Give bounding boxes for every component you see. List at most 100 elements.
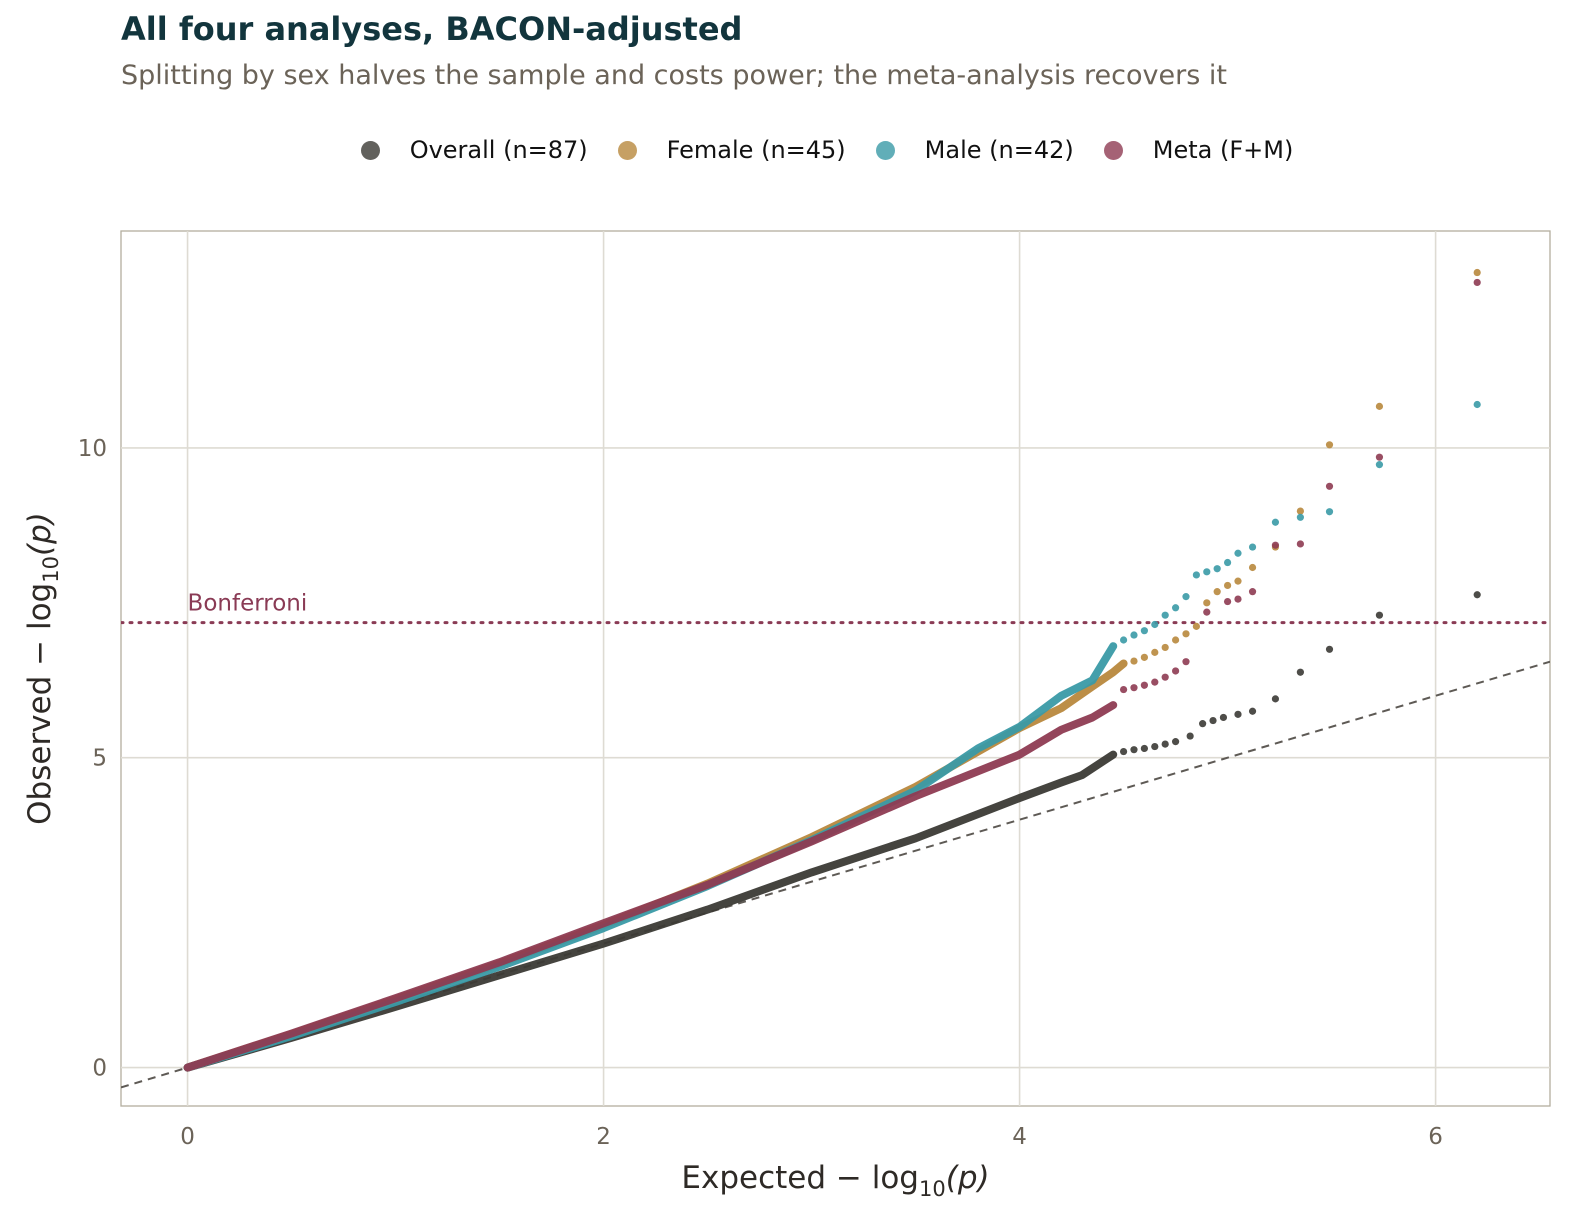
y-axis-title-arg: (p) xyxy=(22,512,58,556)
data-point xyxy=(1119,636,1128,644)
y-axis-title-subscript: 10 xyxy=(39,556,63,583)
axis-ticks: 0 2 4 6 0 5 10 xyxy=(78,436,1443,1150)
data-point xyxy=(1473,278,1481,287)
data-point xyxy=(1375,461,1384,469)
x-axis-title-main: Expected − log xyxy=(681,1160,919,1196)
data-point xyxy=(1223,558,1232,567)
legend-swatch-male xyxy=(875,140,895,160)
data-point xyxy=(1203,608,1211,616)
data-point xyxy=(1140,744,1148,753)
data-point xyxy=(1325,441,1334,449)
identity-reference-line xyxy=(121,660,1550,1089)
bonferroni-label: Bonferroni xyxy=(188,591,308,617)
data-point xyxy=(1271,518,1280,526)
data-point xyxy=(1234,577,1242,585)
data-point xyxy=(1192,622,1200,630)
x-tick-label: 4 xyxy=(1012,1124,1027,1150)
y-axis-title-main: Observed − log xyxy=(22,583,58,825)
legend-item-meta: Meta (F+M) xyxy=(1103,136,1294,164)
data-point xyxy=(1234,549,1242,557)
x-axis-title-subscript: 10 xyxy=(919,1177,946,1201)
data-point xyxy=(1325,508,1334,516)
legend-label-female: Female (n=45) xyxy=(666,136,846,164)
data-point xyxy=(1296,513,1304,521)
data-point xyxy=(1182,593,1190,601)
data-point xyxy=(1140,681,1148,689)
data-point xyxy=(1473,268,1481,277)
data-point xyxy=(1223,597,1232,606)
data-point xyxy=(1140,653,1148,661)
data-point xyxy=(1151,742,1159,751)
legend-item-male: Male (n=42) xyxy=(875,136,1074,164)
data-point xyxy=(1213,588,1221,596)
legend-label-male: Male (n=42) xyxy=(924,136,1074,164)
data-point xyxy=(1296,507,1304,515)
chart-subtitle: Splitting by sex halves the sample and c… xyxy=(121,60,1227,91)
data-point xyxy=(1375,453,1384,461)
legend-swatch-meta xyxy=(1103,140,1123,160)
chart-title: All four analyses, BACON-adjusted xyxy=(121,10,743,48)
data-point xyxy=(1271,695,1280,703)
grid-lines xyxy=(121,231,1550,1106)
data-point xyxy=(1130,746,1138,754)
data-point xyxy=(1171,604,1180,612)
data-point xyxy=(1171,636,1180,644)
data-point xyxy=(1248,543,1257,551)
data-point xyxy=(1234,710,1242,718)
x-tick-label: 6 xyxy=(1428,1124,1443,1150)
legend-swatch-overall xyxy=(360,140,380,160)
data-point xyxy=(1182,630,1190,638)
data-point xyxy=(1213,565,1221,573)
x-tick-label: 0 xyxy=(180,1124,195,1150)
series-0 xyxy=(183,591,1481,1072)
legend-item-female: Female (n=45) xyxy=(617,136,846,164)
data-point xyxy=(1130,631,1138,639)
data-point xyxy=(1182,658,1190,666)
data-point xyxy=(1151,648,1159,656)
series-curve xyxy=(183,750,1118,1072)
data-point xyxy=(1248,588,1257,596)
data-point xyxy=(1171,667,1180,675)
data-point xyxy=(1219,713,1228,722)
data-point xyxy=(1186,732,1194,740)
data-point xyxy=(1325,645,1334,653)
data-point xyxy=(1234,595,1242,603)
data-point xyxy=(1203,599,1211,607)
x-axis-title-arg: (p) xyxy=(946,1160,990,1196)
data-point xyxy=(1296,540,1304,548)
y-tick-label: 10 xyxy=(78,436,107,462)
data-point xyxy=(1161,673,1169,681)
data-point xyxy=(1119,747,1128,756)
legend-swatch-female xyxy=(617,140,637,160)
legend: Overall (n=87) Female (n=45) Male (n=42)… xyxy=(0,136,1584,164)
data-point xyxy=(1130,684,1138,692)
series-3 xyxy=(183,278,1481,1072)
data-point xyxy=(1171,738,1180,746)
data-point xyxy=(1375,611,1384,619)
data-point xyxy=(1473,400,1481,409)
data-point xyxy=(1199,720,1207,728)
data-point xyxy=(1119,685,1128,694)
legend-label-meta: Meta (F+M) xyxy=(1152,136,1294,164)
x-axis-title: Expected − log10(p) xyxy=(681,1160,989,1201)
data-point xyxy=(1248,563,1257,572)
data-point xyxy=(1192,571,1200,579)
data-point xyxy=(1161,611,1169,619)
legend-label-overall: Overall (n=87) xyxy=(409,136,588,164)
y-axis-title: Observed − log10(p) xyxy=(22,512,63,825)
data-point xyxy=(1161,643,1169,652)
data-point xyxy=(1271,541,1280,549)
y-tick-label: 0 xyxy=(92,1056,107,1082)
data-point xyxy=(1209,716,1217,725)
plot-data-area xyxy=(121,268,1550,1089)
plot-panel xyxy=(120,230,1551,1107)
data-point xyxy=(1151,678,1159,686)
series-curve xyxy=(183,701,1118,1072)
legend-item-overall: Overall (n=87) xyxy=(360,136,588,164)
data-point xyxy=(1325,482,1334,490)
data-point xyxy=(1375,402,1384,410)
data-point xyxy=(1151,620,1159,629)
x-tick-label: 2 xyxy=(596,1124,611,1150)
data-point xyxy=(1161,740,1169,748)
